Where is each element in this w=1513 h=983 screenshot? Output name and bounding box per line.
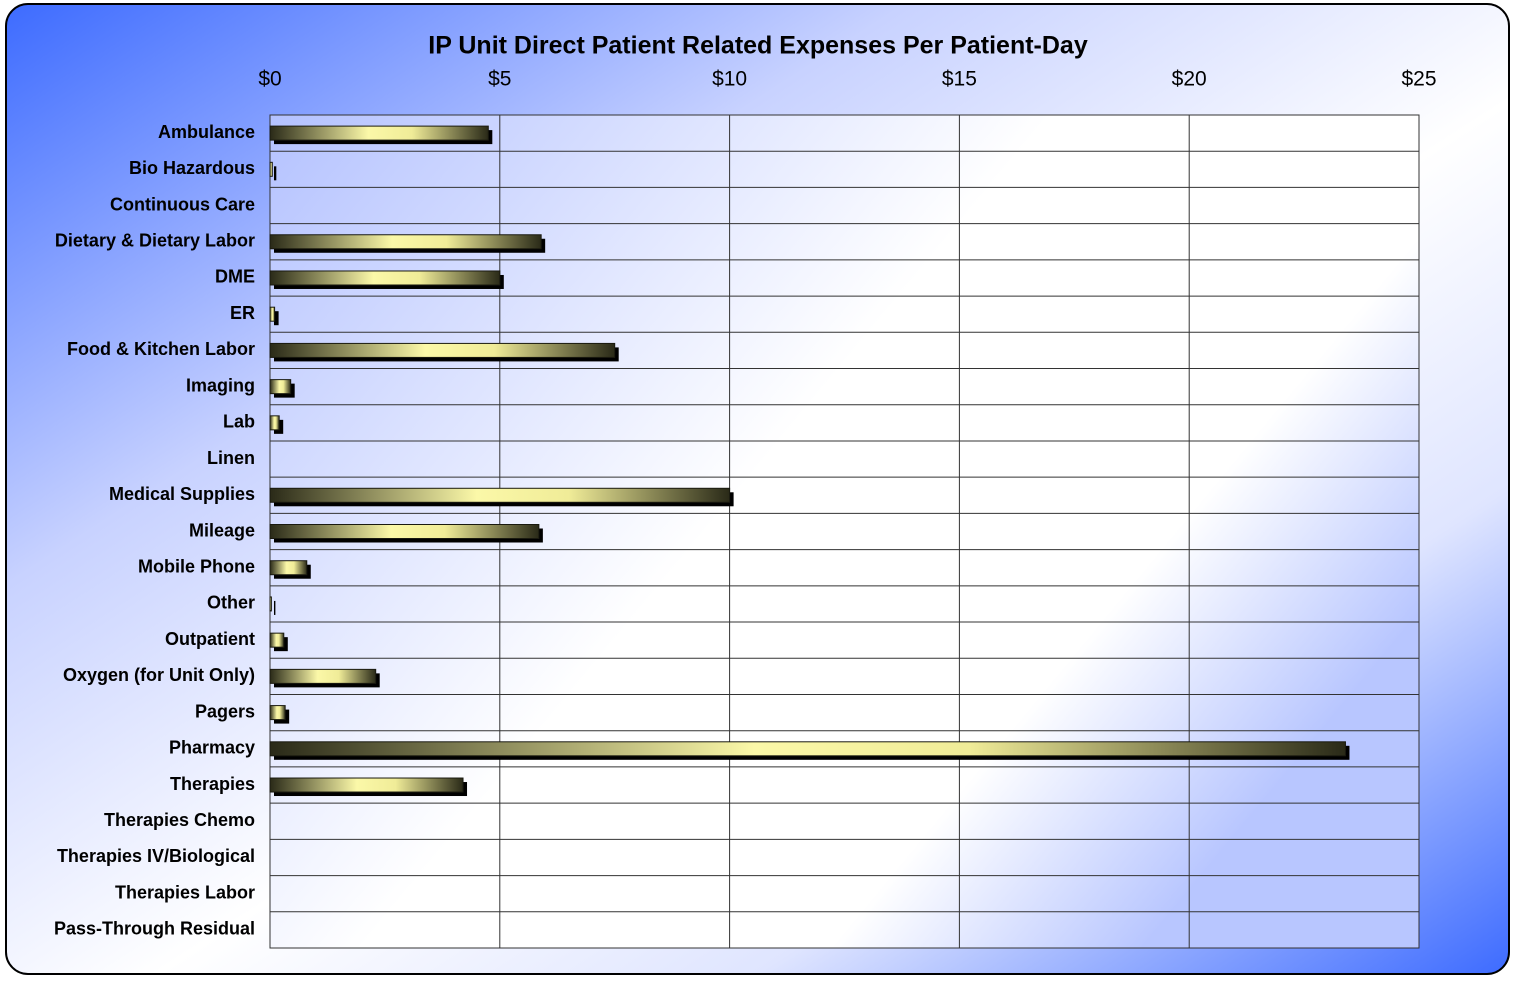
bar <box>269 415 280 431</box>
y-tick-label: Imaging <box>186 375 255 395</box>
bar <box>269 342 616 358</box>
bar <box>269 125 489 141</box>
y-tick-label: Bio Hazardous <box>129 158 255 178</box>
y-tick-label: Pagers <box>195 701 255 721</box>
bar <box>269 705 286 721</box>
y-tick-label: Therapies <box>170 774 255 794</box>
y-tick-label: DME <box>215 267 255 287</box>
bar <box>269 306 276 322</box>
x-tick-label: $20 <box>1172 68 1207 91</box>
y-tick-label: Therapies Chemo <box>104 810 255 830</box>
x-tick-label: $5 <box>488 68 511 91</box>
y-tick-label: Ambulance <box>158 122 255 142</box>
bar <box>269 596 272 612</box>
bar-shadow <box>274 166 277 181</box>
y-tick-label: Therapies Labor <box>115 882 255 902</box>
y-tick-label: Other <box>207 593 255 613</box>
bar <box>269 270 501 286</box>
x-tick-label: $15 <box>942 68 977 91</box>
x-tick-label: $0 <box>258 68 281 91</box>
y-tick-label: Therapies IV/Biological <box>57 846 255 866</box>
bar <box>269 487 731 503</box>
y-tick-label: Mobile Phone <box>138 556 255 576</box>
bar <box>269 234 542 250</box>
y-tick-label: ER <box>230 303 255 323</box>
bar <box>269 632 285 648</box>
y-tick-label: Medical Supplies <box>109 484 255 504</box>
y-tick-label: Food & Kitchen Labor <box>67 339 255 359</box>
bar-shadow <box>274 600 276 615</box>
chart-title: IP Unit Direct Patient Related Expenses … <box>428 32 1088 60</box>
bar <box>269 668 377 684</box>
y-tick-label: Lab <box>223 412 255 432</box>
bar <box>269 560 308 576</box>
bar <box>269 777 464 793</box>
bar <box>269 379 292 395</box>
y-tick-label: Dietary & Dietary Labor <box>55 231 255 251</box>
y-tick-label: Outpatient <box>165 629 255 649</box>
x-tick-label: $25 <box>1401 68 1436 91</box>
bar <box>269 161 273 177</box>
y-tick-label: Mileage <box>189 520 255 540</box>
x-tick-label: $10 <box>712 68 747 91</box>
y-tick-label: Pass-Through Residual <box>54 919 255 939</box>
bar <box>269 524 540 539</box>
y-tick-label: Pharmacy <box>169 738 255 758</box>
bar-shadow <box>274 311 279 326</box>
bar <box>269 741 1346 757</box>
y-tick-label: Oxygen (for Unit Only) <box>63 665 255 685</box>
y-tick-label: Linen <box>207 448 255 468</box>
y-tick-label: Continuous Care <box>110 194 255 214</box>
